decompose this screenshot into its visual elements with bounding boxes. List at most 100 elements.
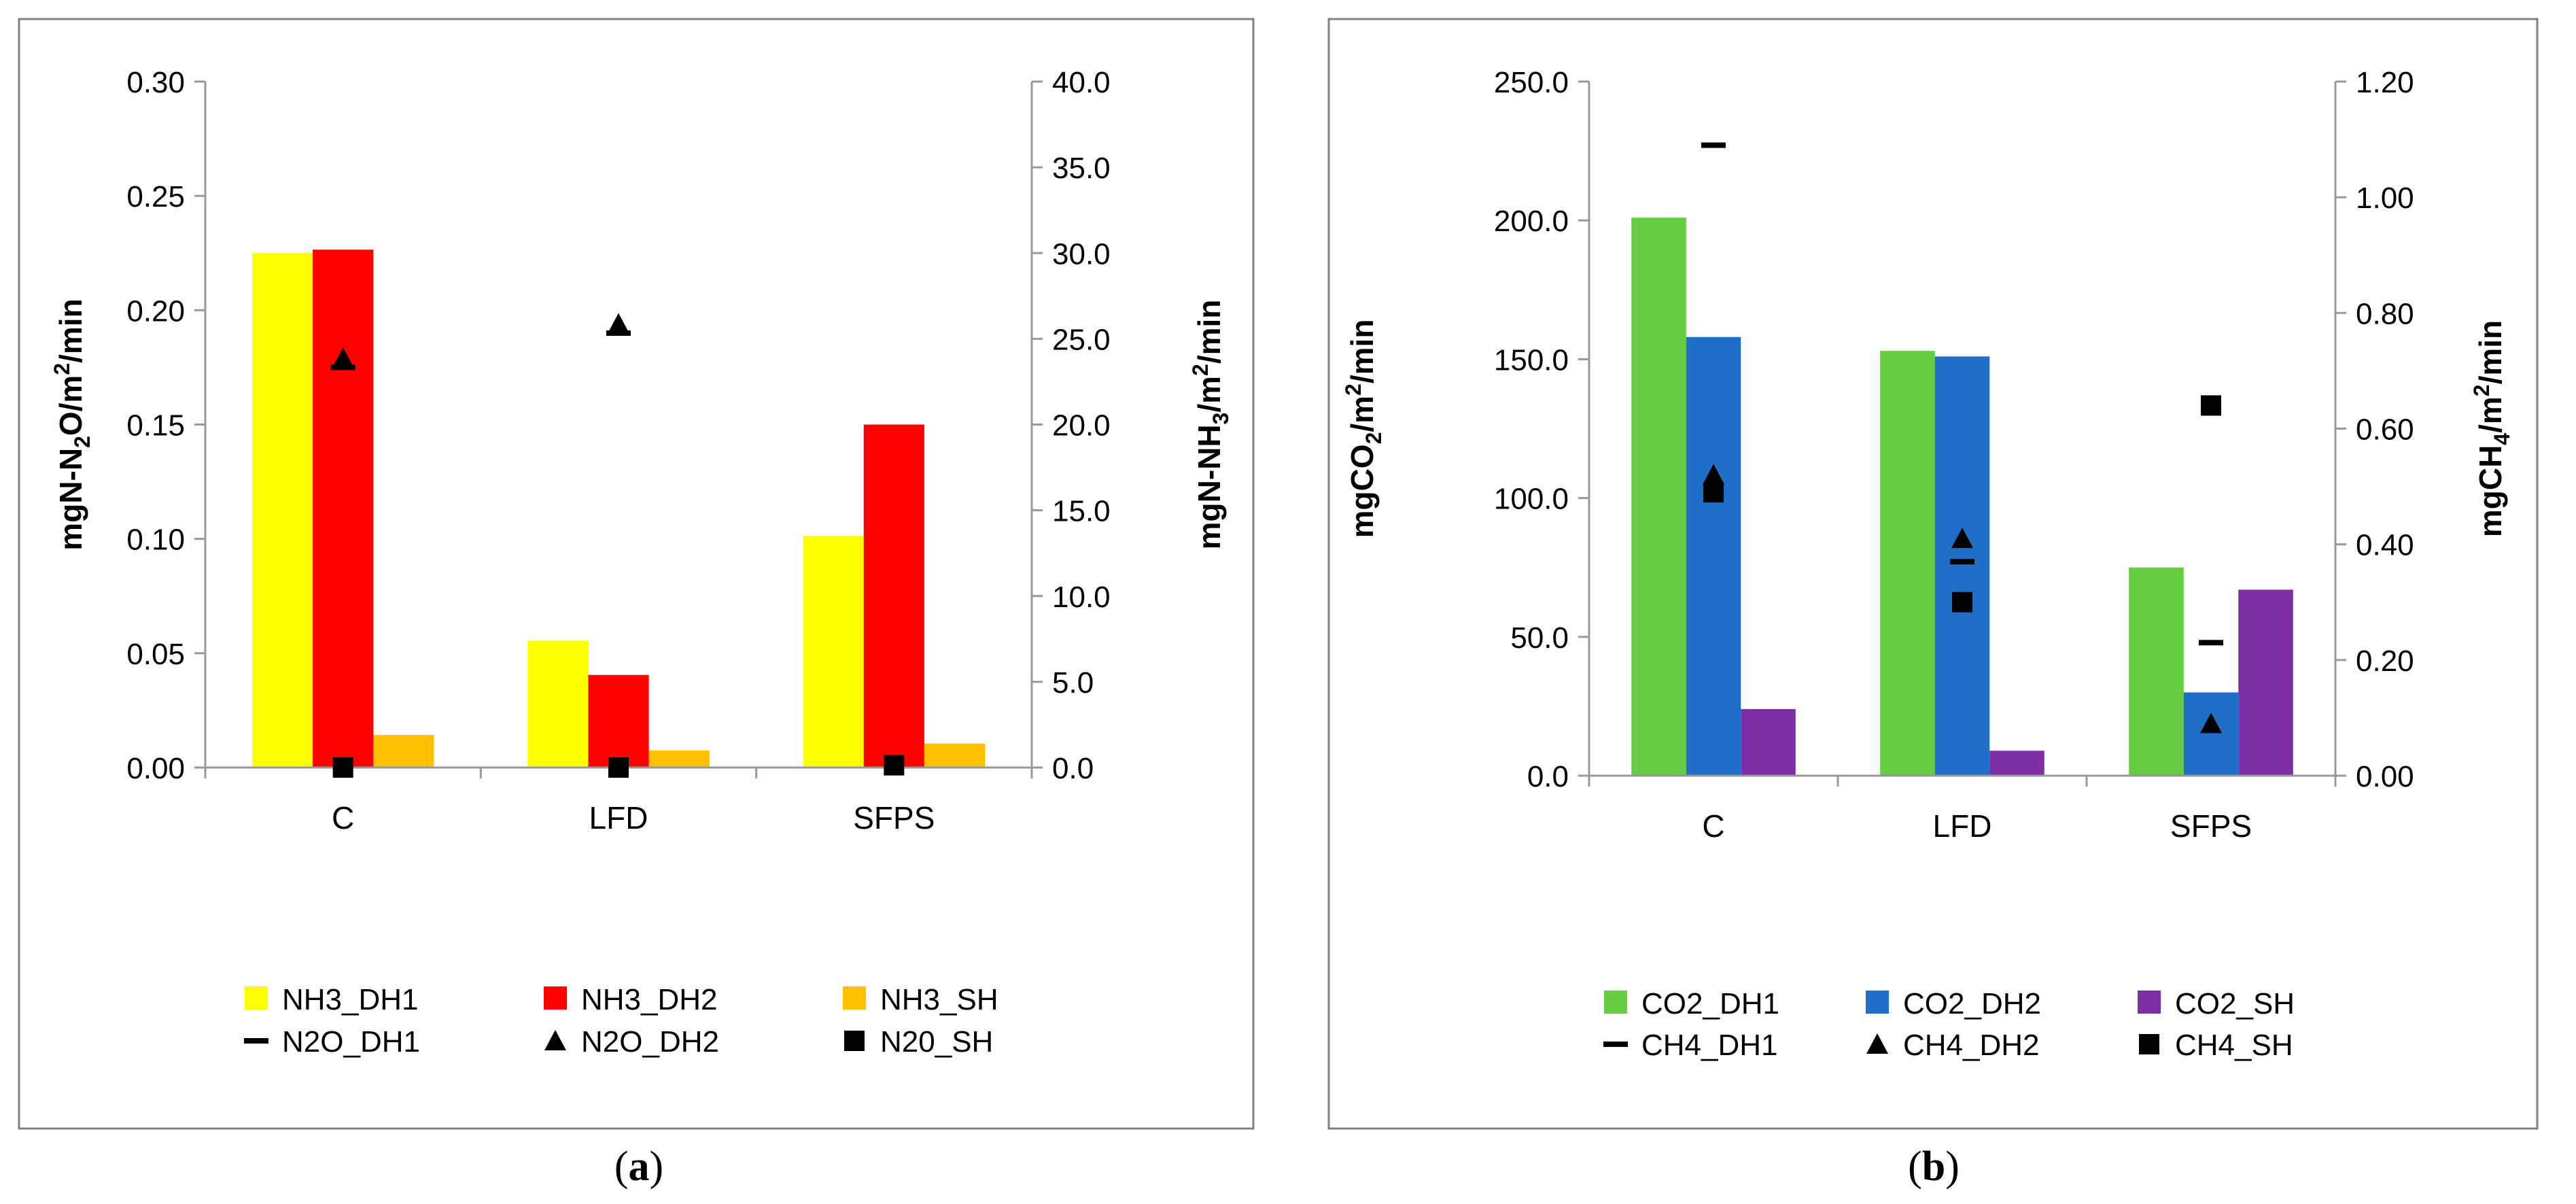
axis-title-part: 2 [2469, 384, 2494, 396]
right-tick-label: 0.00 [2356, 760, 2414, 793]
panel-label-b: (b) [1908, 1143, 1960, 1190]
chart-frame [18, 18, 1255, 1130]
bar-co2-dh1 [2129, 567, 2184, 776]
bar-nh3-dh2 [863, 424, 924, 768]
legend-item: CO2_DH1 [1604, 987, 1779, 1020]
marker-ch4-sh [1952, 591, 1972, 613]
right-tick-label: 0.20 [2356, 644, 2414, 678]
legend-item: N2O_DH1 [244, 1025, 420, 1059]
left-tick-label: 0.15 [126, 409, 185, 443]
axis-title-part: 2 [1341, 383, 1365, 396]
legend-item: CH4_SH [2139, 1029, 2293, 1062]
right-tick-label: 40.0 [1052, 66, 1111, 99]
bar-co2-dh1 [1880, 351, 1935, 776]
right-tick-label: 20.0 [1052, 409, 1111, 443]
marker-ch4-sh [1703, 482, 1724, 503]
bar-nh3-dh1 [803, 536, 864, 768]
legend-item: NH3_SH [843, 983, 998, 1016]
legend-label: CO2_SH [2175, 987, 2295, 1020]
left-tick-label: 0.00 [126, 752, 185, 785]
marker-n20-sh [884, 755, 905, 776]
bar-co2-dh2 [1934, 356, 1990, 776]
axis-title-part: mgCO [1344, 444, 1380, 538]
legend-item: N2O_DH2 [544, 1025, 719, 1059]
category-label: SFPS [2170, 808, 2252, 844]
right-tick-label: 15.0 [1052, 495, 1111, 528]
axis-title-part: 3 [1208, 413, 1233, 425]
legend-swatch [544, 986, 567, 1010]
panel-paren-close: ) [1945, 1143, 1960, 1190]
left-tick-label: 0.0 [1527, 760, 1569, 793]
bar-co2-dh2 [2183, 692, 2239, 776]
bar-co2-dh1 [1631, 218, 1686, 776]
chart-panel-b: 0.0 50.0 100.0 150.0 200.0 250.0 0.00 0.20 0.40 0… [1327, 18, 2539, 1130]
legend-label: N2O_DH2 [581, 1025, 719, 1059]
bar-co2-sh [2238, 589, 2293, 776]
bar-nh3-sh [373, 735, 434, 768]
left-tick-label: 0.05 [126, 638, 185, 671]
marker-n2o-dh2 [608, 313, 629, 334]
legend-label: CH4_DH2 [1903, 1029, 2040, 1062]
legend-label: CO2_DH1 [1641, 987, 1779, 1020]
right-axis-title: mgCH4/m2/min [2469, 320, 2514, 537]
axis-title-part: /m [1344, 396, 1380, 432]
legend-triangle-icon [1866, 1033, 1888, 1054]
legend-swatch [1604, 991, 1627, 1014]
axis-title-part: O/m [53, 375, 88, 436]
marker-n20-sh [332, 757, 353, 778]
bar-co2-sh [1989, 751, 2044, 776]
panel-paren-open: ( [1908, 1143, 1922, 1190]
bar-co2-sh [1741, 708, 1796, 776]
axis-title-part: /min [1191, 300, 1227, 364]
left-tick-label: 250.0 [1494, 66, 1569, 99]
axis-title-part: /m [1191, 376, 1227, 413]
legend-label: NH3_SH [880, 983, 998, 1016]
axis-title-part: 2 [1188, 364, 1213, 376]
left-axis-title: mgN-N2O/m2/min [50, 298, 94, 550]
left-tick-label: 0.20 [126, 294, 185, 328]
legend-item: CH4_DH2 [1866, 1029, 2040, 1062]
panel-paren-close: ) [650, 1143, 664, 1190]
bar-nh3-dh1 [251, 253, 313, 768]
right-tick-label: 30.0 [1052, 237, 1111, 271]
legend-dash-icon [1603, 1042, 1628, 1047]
marker-ch4-dh2 [1703, 464, 1724, 485]
left-tick-label: 150.0 [1494, 343, 1569, 377]
panel-label-a: (a) [614, 1143, 663, 1190]
legend-item: N20_SH [844, 1025, 993, 1059]
marker-n2o-dh2 [332, 347, 354, 368]
bar-nh3-dh2 [588, 674, 649, 768]
legend-square-icon [2139, 1034, 2159, 1054]
bar-nh3-sh [924, 743, 986, 768]
axis-title-part: mgN-NH [1191, 424, 1227, 549]
legend-label: CH4_SH [2175, 1029, 2293, 1062]
legend-item: NH3_DH2 [544, 983, 718, 1016]
axis-title-part: /min [2473, 320, 2508, 385]
right-tick-label: 0.60 [2356, 413, 2414, 447]
legend-label: CH4_DH1 [1641, 1029, 1778, 1062]
category-label: LFD [589, 800, 648, 836]
axis-title-part: /min [1344, 320, 1380, 384]
bar-nh3-dh2 [313, 250, 374, 768]
left-tick-label: 50.0 [1510, 621, 1569, 655]
marker-ch4-dh2 [1951, 528, 1973, 549]
right-tick-label: 25.0 [1052, 323, 1111, 356]
legend-item: CH4_DH1 [1603, 1029, 1778, 1062]
axis-title-part: 4 [2490, 433, 2514, 445]
panel-letter: b [1922, 1143, 1945, 1190]
marker-ch4-dh1 [2199, 640, 2223, 646]
axis-title-part: /min [53, 298, 88, 363]
axis-title-part: /m [2473, 396, 2508, 433]
category-label: C [332, 800, 354, 836]
legend-dash-icon [244, 1038, 268, 1044]
legend-label: NH3_DH1 [282, 983, 419, 1016]
left-tick-label: 0.10 [126, 523, 185, 557]
legend-label: CO2_DH2 [1903, 987, 2041, 1020]
marker-ch4-dh1 [1701, 142, 1726, 148]
legend-swatch [843, 986, 866, 1010]
legend-item: CO2_DH2 [1866, 987, 2041, 1020]
axis-title-part: 2 [1361, 432, 1386, 445]
legend-label: N20_SH [880, 1025, 993, 1059]
legend-label: N2O_DH1 [282, 1025, 420, 1059]
